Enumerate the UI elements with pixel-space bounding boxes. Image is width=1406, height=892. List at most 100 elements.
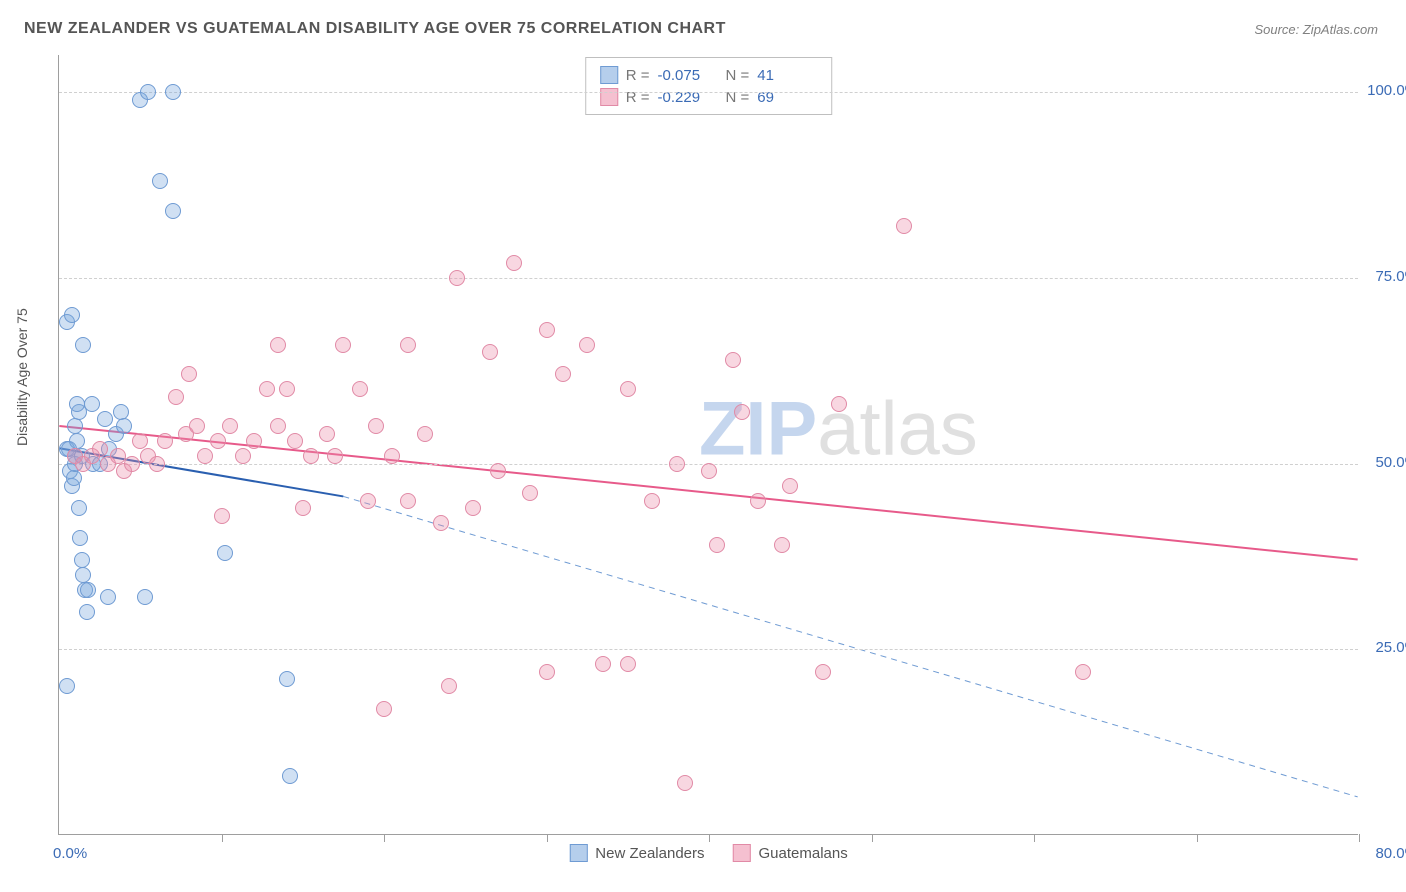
source-attribution: Source: ZipAtlas.com xyxy=(1254,22,1378,37)
scatter-point xyxy=(279,671,295,687)
y-tick-label: 50.0% xyxy=(1375,454,1406,471)
scatter-point xyxy=(327,448,343,464)
y-tick-label: 25.0% xyxy=(1375,639,1406,656)
scatter-point xyxy=(92,441,108,457)
scatter-point xyxy=(831,396,847,412)
scatter-point xyxy=(782,478,798,494)
scatter-point xyxy=(279,381,295,397)
scatter-point xyxy=(270,418,286,434)
scatter-point xyxy=(69,396,85,412)
x-end-label: 80.0% xyxy=(1375,845,1406,862)
scatter-point xyxy=(66,470,82,486)
x-tick xyxy=(1359,834,1360,842)
scatter-point xyxy=(79,604,95,620)
scatter-point xyxy=(197,448,213,464)
stats-legend: R = -0.075 N = 41 R = -0.229 N = 69 xyxy=(585,57,833,115)
watermark-bold: ZIP xyxy=(699,386,817,471)
scatter-point xyxy=(75,567,91,583)
scatter-point xyxy=(295,500,311,516)
scatter-point xyxy=(539,664,555,680)
scatter-point xyxy=(506,255,522,271)
stat-r-nz: -0.075 xyxy=(658,67,718,84)
scatter-point xyxy=(67,418,83,434)
scatter-point xyxy=(579,337,595,353)
scatter-point xyxy=(59,678,75,694)
scatter-point xyxy=(725,352,741,368)
scatter-point xyxy=(157,433,173,449)
scatter-point xyxy=(222,418,238,434)
scatter-point xyxy=(352,381,368,397)
scatter-point xyxy=(465,500,481,516)
scatter-point xyxy=(368,418,384,434)
scatter-point xyxy=(555,366,571,382)
series-legend: New Zealanders Guatemalans xyxy=(569,844,847,862)
scatter-point xyxy=(774,537,790,553)
scatter-point xyxy=(140,84,156,100)
scatter-point xyxy=(80,582,96,598)
scatter-point xyxy=(124,456,140,472)
trend-line xyxy=(343,496,1357,796)
scatter-point xyxy=(482,344,498,360)
scatter-point xyxy=(360,493,376,509)
chart-title: NEW ZEALANDER VS GUATEMALAN DISABILITY A… xyxy=(24,20,726,38)
scatter-point xyxy=(214,508,230,524)
scatter-point xyxy=(110,448,126,464)
scatter-point xyxy=(84,396,100,412)
scatter-point xyxy=(750,493,766,509)
scatter-point xyxy=(210,433,226,449)
scatter-point xyxy=(132,433,148,449)
x-tick xyxy=(1197,834,1198,842)
scatter-point xyxy=(137,589,153,605)
scatter-point xyxy=(152,173,168,189)
scatter-point xyxy=(417,426,433,442)
x-tick xyxy=(709,834,710,842)
stat-n-gt: 69 xyxy=(757,89,817,106)
scatter-point xyxy=(72,530,88,546)
legend-item-nz: New Zealanders xyxy=(569,844,704,862)
scatter-point xyxy=(701,463,717,479)
scatter-point xyxy=(235,448,251,464)
scatter-point xyxy=(97,411,113,427)
x-tick xyxy=(872,834,873,842)
scatter-point xyxy=(113,404,129,420)
scatter-point xyxy=(677,775,693,791)
scatter-point xyxy=(74,552,90,568)
scatter-point xyxy=(644,493,660,509)
scatter-point xyxy=(319,426,335,442)
scatter-point xyxy=(217,545,233,561)
scatter-point xyxy=(71,500,87,516)
y-axis-label: Disability Age Over 75 xyxy=(14,308,30,446)
scatter-point xyxy=(149,456,165,472)
scatter-point xyxy=(116,418,132,434)
scatter-point xyxy=(246,433,262,449)
stat-n-nz: 41 xyxy=(757,67,817,84)
scatter-point xyxy=(539,322,555,338)
scatter-point xyxy=(335,337,351,353)
scatter-point xyxy=(376,701,392,717)
scatter-point xyxy=(441,678,457,694)
scatter-point xyxy=(620,381,636,397)
gridline xyxy=(59,278,1358,279)
chart-plot-area: ZIPatlas R = -0.075 N = 41 R = -0.229 N … xyxy=(58,55,1358,835)
scatter-point xyxy=(270,337,286,353)
scatter-point xyxy=(620,656,636,672)
x-tick xyxy=(384,834,385,842)
scatter-point xyxy=(168,389,184,405)
legend-swatch-pink xyxy=(733,844,751,862)
scatter-point xyxy=(669,456,685,472)
swatch-blue xyxy=(600,66,618,84)
x-tick xyxy=(547,834,548,842)
scatter-point xyxy=(433,515,449,531)
legend-label-gt: Guatemalans xyxy=(759,845,848,862)
legend-label-nz: New Zealanders xyxy=(595,845,704,862)
swatch-pink xyxy=(600,88,618,106)
scatter-point xyxy=(64,307,80,323)
stats-row-gt: R = -0.229 N = 69 xyxy=(600,86,818,108)
scatter-point xyxy=(709,537,725,553)
scatter-point xyxy=(595,656,611,672)
scatter-point xyxy=(259,381,275,397)
stat-label-n: N = xyxy=(726,89,750,106)
scatter-point xyxy=(449,270,465,286)
scatter-point xyxy=(181,366,197,382)
legend-swatch-blue xyxy=(569,844,587,862)
